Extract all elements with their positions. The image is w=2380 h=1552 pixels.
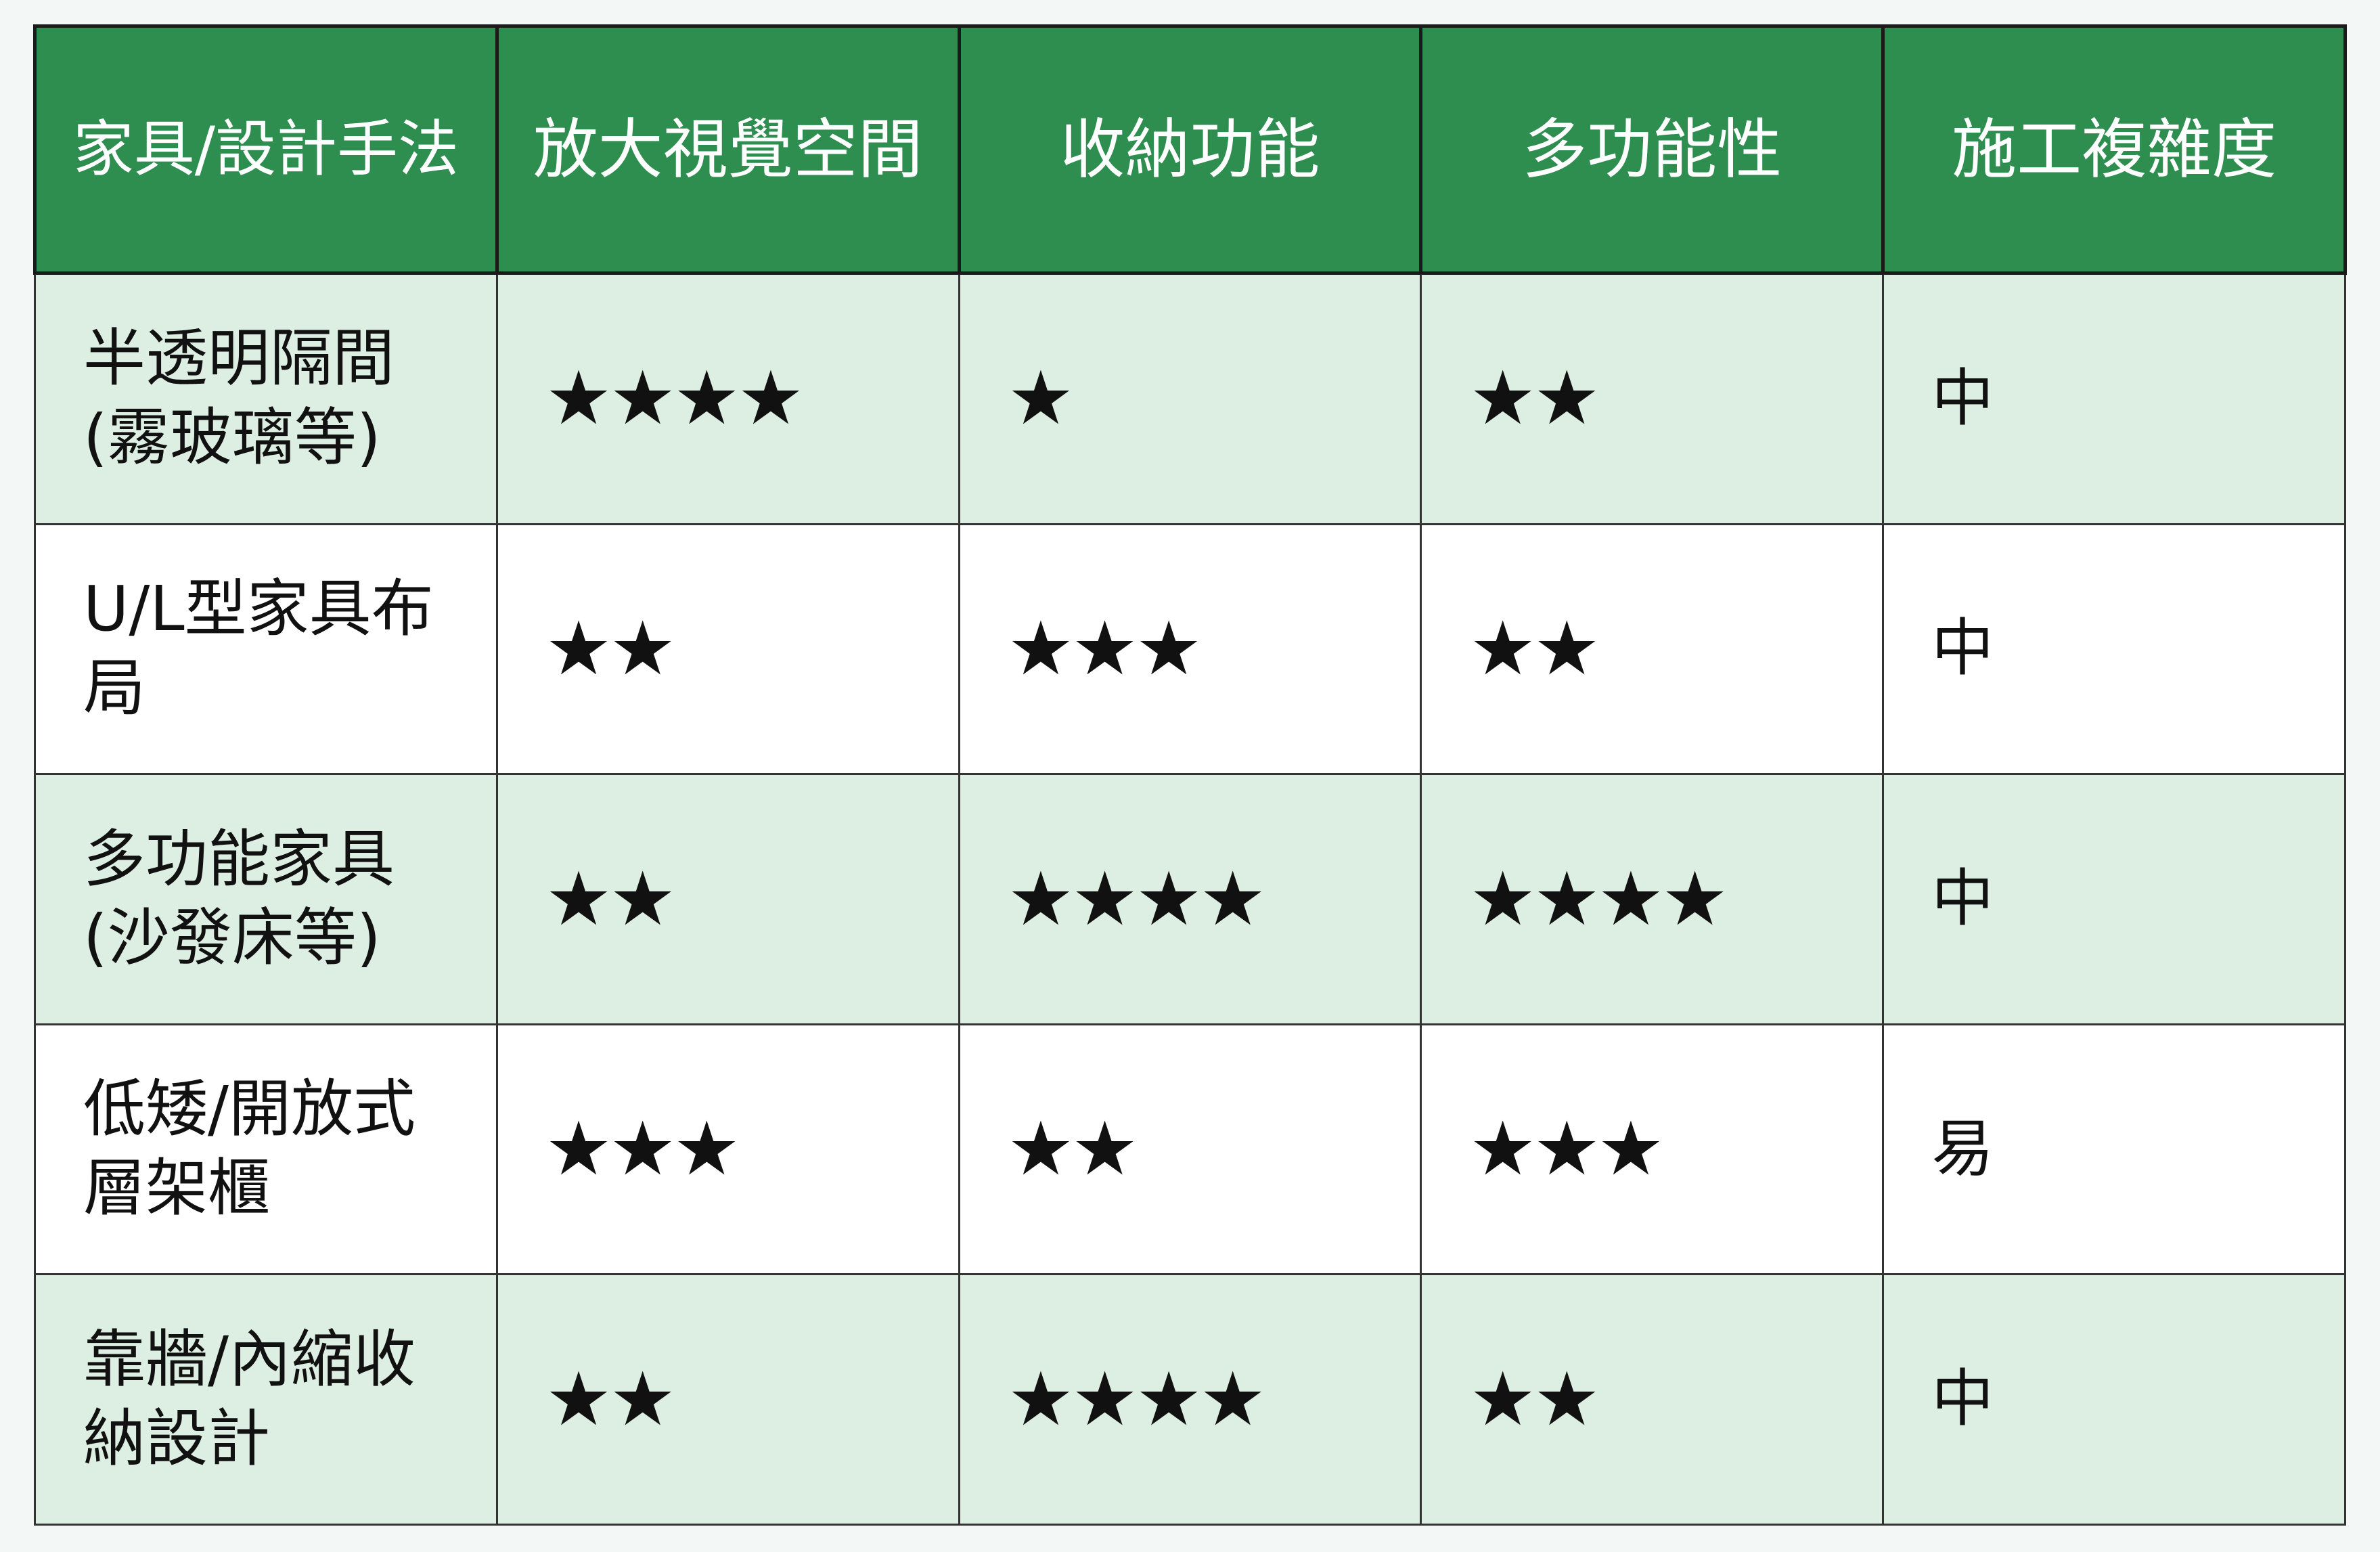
rating-multifunction: ★★★ [1420, 1023, 1885, 1276]
header-visual-space: 放大視覺空間 [495, 24, 961, 275]
row-label: U/L型家具布局 [34, 523, 498, 776]
table-row: 半透明隔間(霧玻璃等) ★★★★ ★ ★★ 中 [34, 272, 2346, 525]
rating-storage: ★★★★ [958, 773, 1422, 1025]
complexity-value: 中 [1882, 272, 2346, 525]
complexity-value: 中 [1882, 773, 2346, 1025]
table-row: U/L型家具布局 ★★ ★★★ ★★ 中 [34, 523, 2346, 776]
complexity-value: 中 [1882, 1273, 2346, 1526]
rating-visual-space: ★★ [495, 523, 960, 776]
complexity-value: 中 [1882, 523, 2346, 776]
table-row: 低矮/開放式層架櫃 ★★★ ★★ ★★★ 易 [34, 1023, 2346, 1276]
header-method: 家具/設計手法 [33, 24, 499, 275]
rating-visual-space: ★★★ [495, 1023, 960, 1276]
header-complexity: 施工複雜度 [1881, 24, 2347, 275]
header-row: 家具/設計手法 放大視覺空間 收納功能 多功能性 施工複雜度 [33, 24, 2347, 275]
row-label: 靠牆/內縮收納設計 [34, 1273, 498, 1526]
complexity-value: 易 [1882, 1023, 2346, 1276]
rating-storage: ★★ [958, 1023, 1422, 1276]
table-row: 多功能家具(沙發床等) ★★ ★★★★ ★★★★ 中 [34, 773, 2346, 1025]
rating-multifunction: ★★ [1420, 272, 1885, 525]
row-label: 半透明隔間(霧玻璃等) [34, 272, 498, 525]
rating-multifunction: ★★ [1420, 1273, 1885, 1526]
header-multifunction: 多功能性 [1419, 24, 1885, 275]
table-row: 靠牆/內縮收納設計 ★★ ★★★★ ★★ 中 [34, 1273, 2346, 1526]
rating-visual-space: ★★ [495, 1273, 960, 1526]
rating-storage: ★ [958, 272, 1422, 525]
rating-visual-space: ★★★★ [495, 272, 960, 525]
row-label: 低矮/開放式層架櫃 [34, 1023, 498, 1276]
rating-visual-space: ★★ [495, 773, 960, 1025]
row-label: 多功能家具(沙發床等) [34, 773, 498, 1025]
rating-multifunction: ★★ [1420, 523, 1885, 776]
comparison-table: 家具/設計手法 放大視覺空間 收納功能 多功能性 施工複雜度 半透明隔間(霧玻璃… [33, 24, 2347, 1526]
rating-multifunction: ★★★★ [1420, 773, 1885, 1025]
rating-storage: ★★★★ [958, 1273, 1422, 1526]
rating-storage: ★★★ [958, 523, 1422, 776]
header-storage: 收納功能 [957, 24, 1423, 275]
